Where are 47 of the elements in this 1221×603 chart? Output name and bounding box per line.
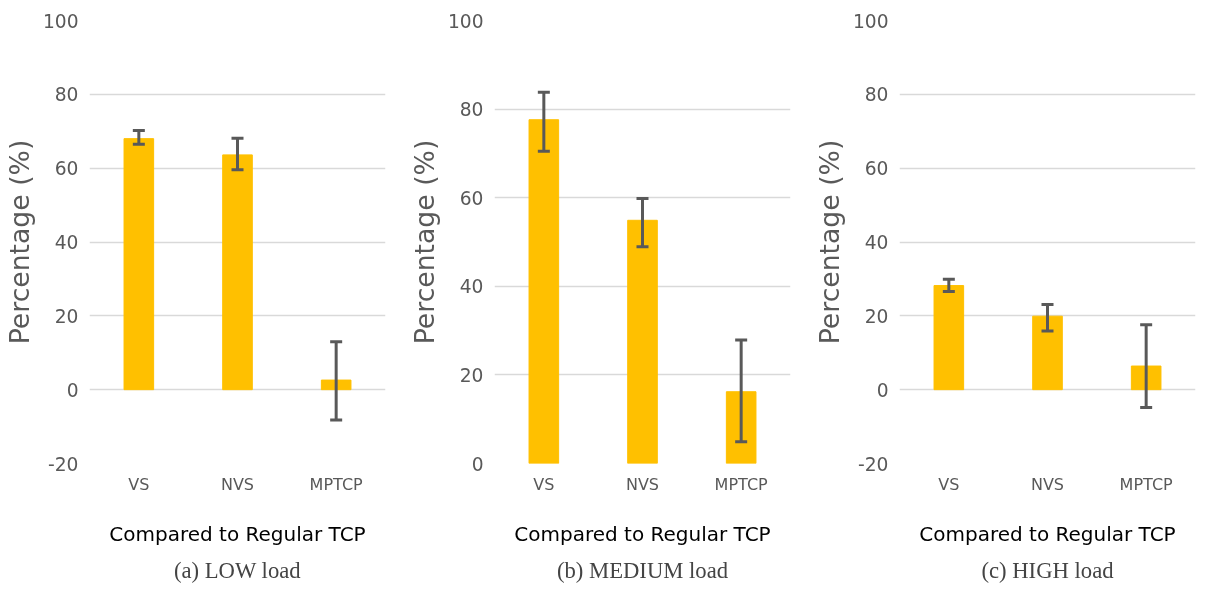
y-tick-label: 60 [864, 158, 889, 180]
bar [1032, 315, 1063, 391]
y-tick-label: 60 [459, 187, 484, 209]
x-tick-label: NVS [1030, 474, 1065, 494]
bar [725, 391, 757, 464]
x-tick-label: NVS [220, 474, 255, 494]
y-tick-label: 40 [864, 232, 889, 253]
y-tick-label: -20 [858, 453, 889, 475]
y-tick-label: 100 [42, 10, 79, 32]
x-tick-label: MPTCP [1119, 474, 1174, 494]
x-axis-title: Compared to Regular TCP [109, 521, 366, 546]
y-tick-label: 60 [54, 158, 79, 180]
x-tick-label: VS [128, 474, 150, 494]
y-axis-title: Percentage (%) [408, 139, 440, 345]
y-tick-label: 40 [459, 276, 484, 298]
x-tick-label: VS [938, 474, 960, 494]
x-tick-label: NVS [625, 474, 660, 494]
y-tick-label: 0 [471, 453, 484, 475]
y-axis-title: Percentage (%) [3, 139, 35, 345]
x-tick-label: MPTCP [714, 474, 769, 494]
x-tick-label: VS [533, 474, 555, 494]
x-tick-label: MPTCP [309, 474, 364, 494]
y-tick-label: 0 [876, 379, 889, 401]
bar [627, 219, 658, 464]
bar [528, 119, 560, 464]
text: (c) HIGH load [981, 558, 1115, 583]
y-tick-label: -20 [48, 453, 79, 475]
x-axis-title: Compared to Regular TCP [514, 521, 771, 546]
bar [123, 138, 155, 391]
y-tick-label: 80 [54, 84, 79, 106]
bar [320, 379, 352, 391]
y-tick-label: 20 [459, 364, 484, 386]
y-tick-label: 100 [447, 10, 484, 32]
y-tick-label: 100 [852, 10, 889, 32]
bar [1130, 365, 1162, 391]
bar [222, 154, 253, 391]
y-tick-label: 80 [459, 99, 484, 121]
y-tick-label: 80 [864, 84, 889, 106]
y-tick-label: 20 [54, 305, 79, 327]
bar [933, 285, 965, 391]
y-tick-label: 40 [54, 232, 79, 253]
y-axis-title: Percentage (%) [813, 139, 845, 345]
text: (b) MEDIUM load [556, 558, 729, 583]
y-tick-label: 0 [66, 379, 79, 401]
y-tick-label: 20 [864, 305, 889, 327]
text: (a) LOW load [173, 558, 302, 583]
x-axis-title: Compared to Regular TCP [919, 521, 1176, 546]
